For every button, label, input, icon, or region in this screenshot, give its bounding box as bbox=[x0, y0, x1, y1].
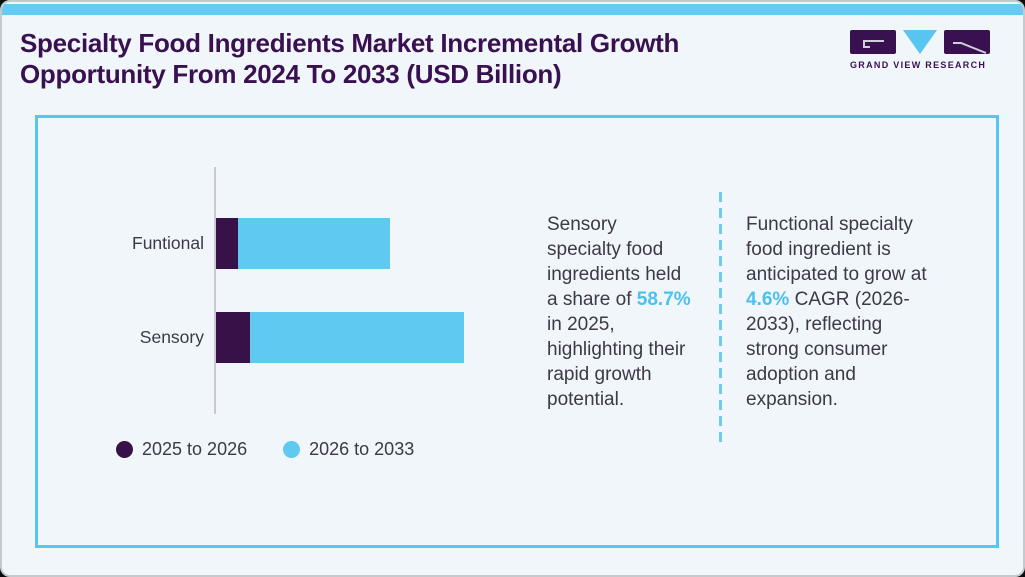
insight-sensory-text-pre: Sensory specialty food ingredients held … bbox=[547, 214, 682, 310]
insight-functional-cagr: Functional specialty food ingredient is … bbox=[746, 212, 933, 412]
legend-dot-2025-2026 bbox=[116, 441, 133, 458]
bar-sensory-2025-2026-segment bbox=[216, 312, 250, 363]
chart-card: Funtional Sensory 2025 to 2026 2026 to 2… bbox=[35, 115, 999, 548]
top-accent-stripe bbox=[2, 4, 1023, 15]
bar-sensory-2026-2033-segment bbox=[250, 312, 464, 363]
bar-funtional-2026-2033-segment bbox=[238, 218, 390, 269]
gvr-logo-mark bbox=[850, 30, 1000, 54]
insight-functional-text-pre: Functional specialty food ingredient is … bbox=[746, 214, 927, 285]
bar-funtional bbox=[216, 218, 390, 269]
category-label-funtional: Funtional bbox=[132, 233, 204, 253]
gvr-logo-wordmark: GRAND VIEW RESEARCH bbox=[850, 60, 987, 70]
gvr-logo-v-icon bbox=[903, 30, 937, 54]
legend-item-2025-2026: 2025 to 2026 bbox=[116, 439, 247, 460]
legend-label-2026-2033: 2026 to 2033 bbox=[309, 439, 415, 459]
chart-y-axis-line bbox=[214, 167, 216, 414]
category-label-sensory: Sensory bbox=[139, 327, 204, 347]
legend-item-2026-2033: 2026 to 2033 bbox=[283, 439, 414, 460]
gvr-logo-r-icon bbox=[944, 30, 990, 54]
page-title: Specialty Food Ingredients Market Increm… bbox=[20, 28, 790, 90]
insight-functional-text-post: CAGR (2026-2033), reflecting strong cons… bbox=[746, 289, 910, 410]
legend-dot-2026-2033 bbox=[283, 441, 301, 458]
page-title-line2: Opportunity From 2024 To 2033 (USD Billi… bbox=[20, 59, 562, 89]
insight-functional-cagr-value: 4.6% bbox=[746, 289, 790, 310]
page-title-line1: Specialty Food Ingredients Market Increm… bbox=[20, 28, 680, 58]
grand-view-research-logo: GRAND VIEW RESEARCH bbox=[850, 30, 1000, 70]
chart-legend: 2025 to 2026 2026 to 2033 bbox=[116, 439, 414, 460]
insight-sensory-share-value: 58.7% bbox=[636, 289, 691, 310]
legend-label-2025-2026: 2025 to 2026 bbox=[142, 439, 248, 459]
insight-sensory-share: Sensory specialty food ingredients held … bbox=[547, 212, 695, 412]
gvr-logo-g-icon bbox=[850, 30, 896, 54]
bar-funtional-2025-2026-segment bbox=[216, 218, 238, 269]
bar-sensory bbox=[216, 312, 464, 363]
insight-sensory-text-post: in 2025, highlighting their rapid growth… bbox=[547, 314, 686, 410]
dashed-divider bbox=[719, 192, 722, 445]
